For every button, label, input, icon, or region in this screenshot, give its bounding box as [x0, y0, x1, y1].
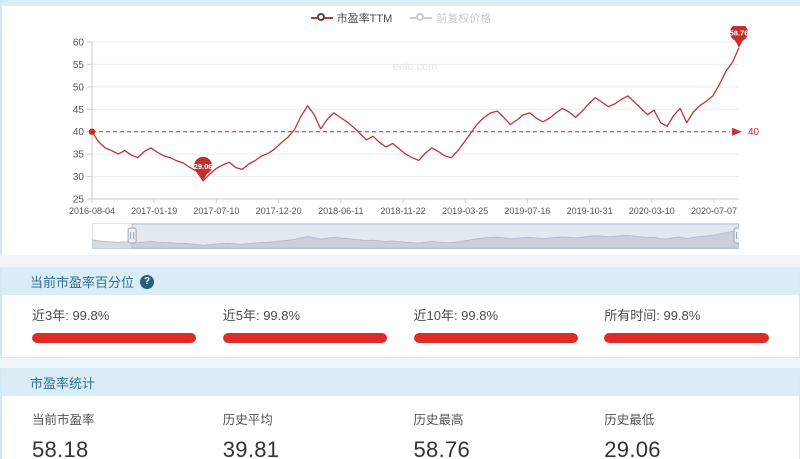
navigator-svg[interactable] [91, 223, 743, 250]
percentile-item-3y: 近3年: 99.8% [32, 305, 197, 343]
section-gap [0, 358, 800, 368]
stats-panel: 市盈率统计 当前市盈率 58.18 历史平均 39.81 历史最高 58.76 … [0, 368, 800, 459]
watermark: eniu.com [393, 61, 438, 73]
svg-text:2020-03-10: 2020-03-10 [629, 206, 675, 216]
min-marker-pin: 29.06 [194, 156, 213, 181]
percentile-bar-track [222, 333, 388, 343]
legend-label: 前复权价格 [436, 12, 492, 25]
pe-series-line [91, 47, 740, 182]
percentile-label: 近5年: 99.8% [222, 308, 301, 323]
svg-text:2018-11-22: 2018-11-22 [380, 206, 425, 216]
panel-top-strip [2, 0, 800, 6]
stat-historical-high: 历史最高 58.76 2020-07-31 [414, 409, 579, 459]
percentile-item-5y: 近5年: 99.8% [222, 305, 388, 343]
percentile-bar-track [413, 333, 579, 343]
percentile-body: 近3年: 99.8% 近5年: 99.8% 近10年: 99.8% 所有时间: … [2, 295, 799, 357]
percentile-label: 近3年: 99.8% [32, 308, 110, 323]
help-icon[interactable]: ? [140, 274, 155, 289]
svg-text:2020-07-07: 2020-07-07 [691, 206, 737, 216]
navigator-handle-right[interactable] [733, 227, 743, 244]
stat-value: 58.76 [413, 437, 471, 459]
svg-text:40: 40 [748, 127, 760, 138]
svg-text:40: 40 [73, 127, 85, 138]
percentile-item-all-time: 所有时间: 99.8% [604, 305, 769, 343]
legend-item-adjusted-price[interactable]: 前复权价格 [410, 10, 491, 26]
svg-text:2017-12-20: 2017-12-20 [256, 206, 302, 216]
stat-current-pe: 当前市盈率 58.18 [32, 409, 197, 459]
svg-text:2016-08-04: 2016-08-04 [69, 206, 115, 216]
pe-chart-svg: 25 30 35 40 45 50 55 60 2016-08-04 2017-01-19 2017… [69, 26, 760, 216]
svg-text:2018-06-11: 2018-06-11 [318, 206, 363, 216]
percentile-bar-track [32, 333, 197, 343]
svg-text:55: 55 [73, 60, 85, 71]
stat-label: 历史平均 [222, 413, 273, 427]
percentile-title: 当前市盈率百分位 [30, 275, 135, 290]
svg-text:45: 45 [73, 105, 85, 116]
stat-label: 历史最低 [604, 413, 655, 427]
stat-label: 当前市盈率 [32, 413, 95, 427]
percentile-bar [604, 333, 769, 343]
stat-value: 29.06 [604, 437, 661, 459]
percentile-item-10y: 近10年: 99.8% [413, 305, 579, 343]
svg-text:2017-01-19: 2017-01-19 [131, 206, 177, 216]
line-circle-icon [410, 12, 433, 23]
legend-item-pe-ttm[interactable]: 市盈率TTM [310, 10, 393, 26]
chart-navigator[interactable] [91, 223, 743, 250]
navigator-area [91, 229, 740, 250]
max-marker-pin: 58.76 [730, 26, 749, 48]
percentile-panel: 当前市盈率百分位 ? 近3年: 99.8% 近5年: 99.8% 近10年: 9… [0, 267, 800, 358]
svg-text:50: 50 [73, 82, 85, 93]
svg-text:60: 60 [73, 38, 85, 49]
percentile-label: 所有时间: 99.8% [604, 308, 701, 323]
svg-text:2017-07-10: 2017-07-10 [193, 206, 239, 216]
navigator-window[interactable] [131, 223, 740, 249]
pe-chart-panel: 市盈率TTM 前复权价格 25 30 35 40 45 50 55 60 2016-08-04 2… [0, 0, 800, 255]
percentile-label: 近10年: 99.8% [413, 308, 499, 323]
percentile-bar [222, 333, 388, 343]
percentile-header: 当前市盈率百分位 ? [2, 268, 799, 295]
stat-value: 39.81 [222, 437, 280, 459]
stat-label: 历史最高 [413, 413, 464, 427]
stats-header: 市盈率统计 [2, 369, 799, 396]
svg-text:25: 25 [73, 195, 85, 206]
percentile-bar [32, 333, 197, 343]
svg-text:29.06: 29.06 [194, 162, 213, 171]
stat-historical-low: 历史最低 29.06 2017-06-05 [604, 409, 769, 459]
percentile-bar-track [604, 333, 769, 343]
svg-text:35: 35 [73, 150, 85, 161]
stat-historical-average: 历史平均 39.81 [223, 409, 388, 459]
section-gap [0, 255, 800, 267]
navigator-handle-left[interactable] [127, 227, 137, 244]
legend-label: 市盈率TTM [336, 12, 393, 25]
svg-text:58.76: 58.76 [730, 29, 749, 38]
svg-text:2019-07-16: 2019-07-16 [504, 206, 550, 216]
series-start-dot [88, 128, 96, 135]
svg-text:2019-03-25: 2019-03-25 [442, 206, 488, 216]
svg-text:2019-10-31: 2019-10-31 [567, 206, 613, 216]
stat-value: 58.18 [32, 437, 89, 459]
stats-title: 市盈率统计 [30, 376, 96, 391]
line-circle-icon [310, 12, 333, 23]
reference-line: 40 [92, 127, 760, 138]
stats-body: 当前市盈率 58.18 历史平均 39.81 历史最高 58.76 2020-0… [2, 396, 799, 459]
percentile-bar [413, 333, 578, 343]
svg-text:30: 30 [73, 172, 85, 183]
chart-legend: 市盈率TTM 前复权价格 [2, 6, 800, 26]
